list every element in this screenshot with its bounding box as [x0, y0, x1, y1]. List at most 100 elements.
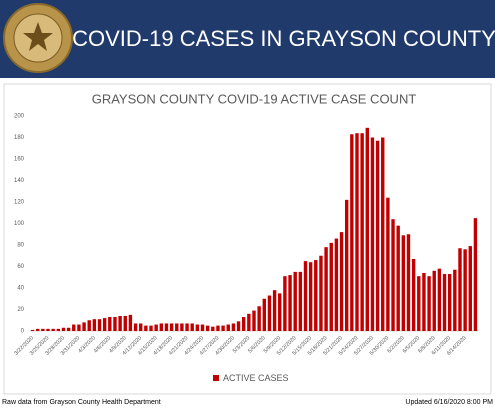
bar: [200, 324, 205, 331]
bar: [92, 319, 97, 331]
bar: [442, 274, 447, 331]
bar: [144, 325, 148, 331]
bar: [128, 314, 133, 331]
updated-note: Updated 6/16/2020 8:00 PM: [405, 399, 493, 406]
bar: [113, 317, 117, 331]
chart-title: GRAYSON COUNTY COVID-19 ACTIVE CASE COUN…: [92, 91, 417, 106]
y-tick-label: 140: [14, 178, 25, 184]
bar: [391, 219, 395, 331]
bar: [334, 238, 339, 331]
bar: [242, 317, 246, 331]
bar: [195, 324, 200, 331]
bar: [360, 133, 364, 331]
y-tick-label: 100: [14, 221, 25, 227]
bar: [30, 329, 35, 331]
bar: [406, 234, 411, 331]
bar: [77, 324, 81, 331]
bar: [72, 324, 76, 331]
bar: [87, 320, 91, 331]
bar: [159, 323, 164, 331]
bar: [473, 218, 478, 331]
bar: [468, 246, 472, 331]
bar: [422, 272, 426, 331]
bar: [205, 325, 210, 331]
bar: [324, 247, 328, 331]
bar: [344, 199, 349, 331]
bar: [118, 315, 122, 331]
bar: [278, 293, 282, 331]
header-title: COVID-19 CASES IN GRAYSON COUNTY: [72, 26, 495, 51]
bar: [190, 323, 194, 331]
bar: [396, 225, 400, 331]
bar: [123, 315, 127, 331]
bar: [56, 328, 61, 331]
bar: [303, 261, 308, 331]
bar: [236, 321, 241, 331]
seal-star: [23, 22, 53, 51]
bar: [226, 324, 230, 331]
bar: [149, 325, 153, 331]
bar: [417, 276, 421, 331]
y-tick-label: 60: [17, 264, 24, 270]
bar: [108, 317, 112, 331]
bar: [355, 133, 359, 331]
y-tick-label: 0: [21, 329, 25, 335]
bar: [231, 323, 236, 331]
bar: [267, 295, 272, 331]
bar: [51, 328, 55, 331]
bar: [288, 275, 292, 331]
y-tick-label: 20: [17, 307, 24, 313]
bar: [247, 313, 251, 331]
bar: [401, 235, 406, 331]
bar: [97, 319, 102, 331]
bar: [365, 127, 369, 331]
bar: [61, 327, 66, 331]
y-tick-label: 180: [14, 135, 25, 141]
bar: [427, 276, 431, 331]
bar: [36, 328, 40, 331]
bar: [221, 325, 225, 331]
bar: [46, 328, 50, 331]
bar: [133, 323, 138, 331]
bar: [154, 324, 158, 331]
y-tick-label: 80: [17, 243, 24, 249]
bar: [257, 306, 261, 331]
bar: [164, 323, 169, 331]
y-tick-label: 160: [14, 157, 25, 163]
bar: [308, 262, 313, 331]
bar: [437, 268, 442, 331]
bar: [386, 197, 390, 331]
bar: [169, 323, 174, 331]
bar: [180, 323, 184, 331]
bar: [375, 140, 380, 331]
bar: [339, 232, 344, 331]
bar: [381, 137, 385, 331]
bar: [82, 322, 86, 331]
bar: [41, 328, 45, 331]
bar: [252, 310, 256, 331]
y-tick-label: 200: [14, 114, 25, 120]
bar: [298, 271, 303, 331]
bar: [319, 255, 323, 331]
bar: [447, 274, 452, 331]
bar: [370, 137, 375, 331]
bar: [458, 248, 462, 331]
bar: [139, 323, 143, 331]
legend-swatch: [213, 375, 219, 381]
bar: [314, 260, 318, 331]
legend-label: ACTIVE CASES: [223, 373, 289, 383]
bar: [262, 298, 266, 331]
header-banner: [0, 0, 495, 78]
bar: [175, 323, 179, 331]
y-tick-label: 40: [17, 286, 24, 292]
bar: [293, 271, 297, 331]
chart-frame: [3, 83, 492, 395]
bar: [350, 134, 354, 331]
y-tick-label: 120: [14, 200, 25, 206]
bar: [432, 270, 436, 331]
bar: [283, 276, 287, 331]
bar: [102, 318, 107, 331]
bar: [463, 249, 467, 331]
source-note: Raw data from Grayson County Health Depa…: [2, 399, 161, 406]
